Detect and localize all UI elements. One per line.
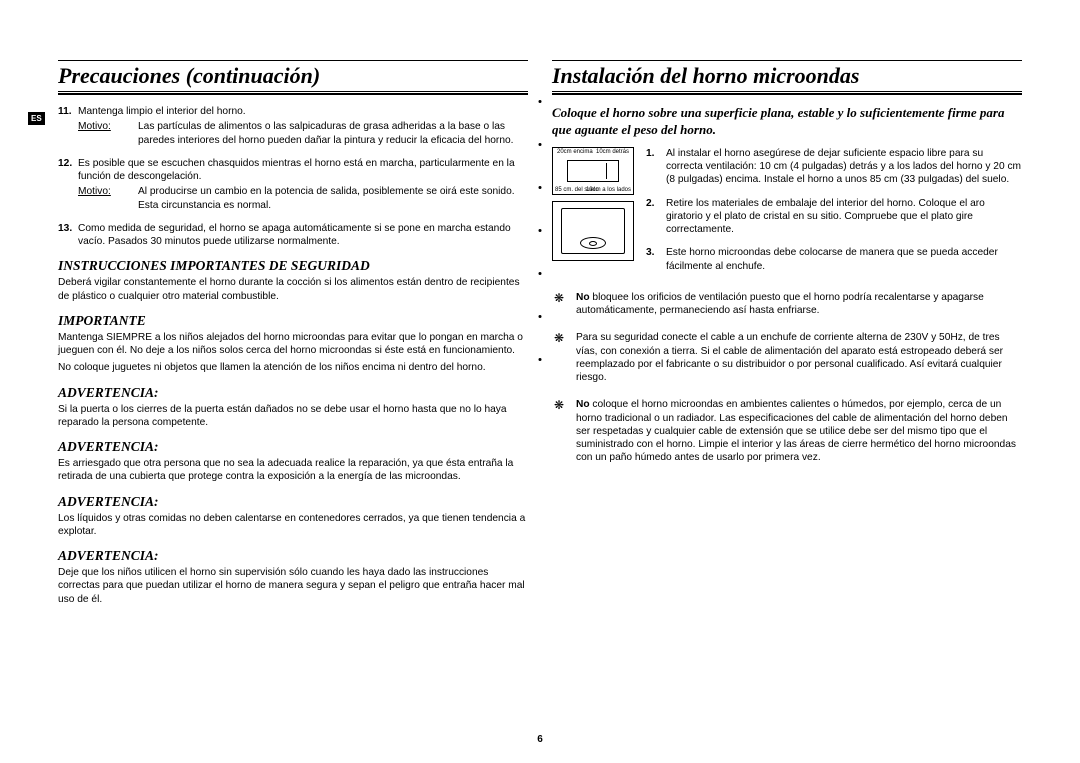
list-number: 12. (58, 157, 78, 212)
section-heading: ADVERTENCIA: (58, 439, 528, 455)
list-text: Como medida de seguridad, el horno se ap… (78, 223, 511, 247)
motivo-label: Motivo: (78, 185, 138, 212)
language-tag: ES (28, 112, 45, 125)
list-text: Este horno microondas debe colocarse de … (666, 246, 1022, 273)
asterisk-icon: ❋ (552, 291, 566, 318)
right-column: Instalación del horno microondas Coloque… (552, 60, 1022, 610)
list-body: Es posible que se escuchen chasquidos mi… (78, 157, 528, 212)
section-paragraph: No coloque juguetes ni objetos que llame… (58, 361, 528, 374)
oven-icon (567, 160, 619, 182)
section-heading: IMPORTANTE (58, 313, 528, 329)
note-item: ❋ No coloque el horno microondas en ambi… (552, 398, 1022, 464)
motivo-text: Las partículas de alimentos o las salpic… (138, 120, 528, 147)
list-body: Mantenga limpio el interior del horno. M… (78, 105, 528, 147)
text-span: Para su seguridad conecte el cable a un … (576, 332, 1003, 383)
list-item: 2. Retire los materiales de embalaje del… (646, 197, 1022, 237)
list-number: 3. (646, 246, 666, 273)
rule (58, 93, 528, 95)
left-title: Precauciones (continuación) (58, 63, 528, 89)
rule (552, 91, 1022, 92)
bold-lead: No (576, 292, 590, 303)
section-paragraph: Deberá vigilar constantemente el horno d… (58, 276, 528, 303)
numbered-steps: 1. Al instalar el horno asegúrese de dej… (646, 147, 1022, 283)
asterisk-icon: ❋ (552, 398, 566, 464)
list-item: 3. Este horno microondas debe colocarse … (646, 246, 1022, 273)
list-item: 1. Al instalar el horno asegúrese de dej… (646, 147, 1022, 187)
list-number: 2. (646, 197, 666, 237)
bold-lead: No (576, 399, 590, 410)
asterisk-icon: ❋ (552, 331, 566, 384)
list-number: 11. (58, 105, 78, 147)
list-number: 1. (646, 147, 666, 187)
right-title: Instalación del horno microondas (552, 63, 1022, 89)
binding-dots (539, 100, 542, 361)
section-paragraph: Deje que los niños utilicen el horno sin… (58, 566, 528, 606)
text-span: bloquee los orificios de ventilación pue… (576, 292, 984, 316)
section-heading: INSTRUCCIONES IMPORTANTES DE SEGURIDAD (58, 258, 528, 274)
list-item: 12. Es posible que se escuchen chasquido… (58, 157, 528, 212)
note-item: ❋ No bloquee los orificios de ventilació… (552, 291, 1022, 318)
list-text: Es posible que se escuchen chasquidos mi… (78, 158, 515, 182)
rule (552, 93, 1022, 95)
list-text: Retire los materiales de embalaje del in… (666, 197, 1022, 237)
section-paragraph: Los líquidos y otras comidas no deben ca… (58, 512, 528, 539)
rule (552, 60, 1022, 61)
section-paragraph: Es arriesgado que otra persona que no se… (58, 457, 528, 484)
motivo-text: Al producirse un cambio en la potencia d… (138, 185, 528, 212)
intro-text: Coloque el horno sobre una superficie pl… (552, 105, 1022, 139)
list-item: 13. Como medida de seguridad, el horno s… (58, 222, 528, 249)
list-text: Al instalar el horno asegúrese de dejar … (666, 147, 1022, 187)
text-span: Mantenga SIEMPRE a los niños alejados de… (58, 332, 523, 356)
section-heading: ADVERTENCIA: (58, 385, 528, 401)
label-encima: 20cm encima (557, 149, 593, 155)
clearance-diagram: 20cm encima 10cm detrás 85 cm. del suelo… (552, 147, 634, 195)
motivo-row: Motivo: Al producirse un cambio en la po… (78, 185, 528, 212)
installation-diagram: 20cm encima 10cm detrás 85 cm. del suelo… (552, 147, 634, 283)
list-body: Como medida de seguridad, el horno se ap… (78, 222, 528, 249)
text-span: coloque el horno microondas en ambientes… (576, 399, 1016, 463)
note-item: ❋ Para su seguridad conecte el cable a u… (552, 331, 1022, 384)
motivo-label: Motivo: (78, 120, 138, 147)
section-paragraph: Mantenga SIEMPRE a los niños alejados de… (58, 331, 528, 358)
page-number: 6 (537, 734, 543, 745)
rule (58, 91, 528, 92)
list-item: 11. Mantenga limpio el interior del horn… (58, 105, 528, 147)
label-detras: 10cm detrás (596, 149, 629, 155)
label-lados: 10cm a los lados (586, 187, 631, 193)
interior-diagram (552, 201, 634, 261)
section-heading: ADVERTENCIA: (58, 494, 528, 510)
diagram-and-list: 20cm encima 10cm detrás 85 cm. del suelo… (552, 147, 1022, 283)
note-text: No bloquee los orificios de ventilación … (576, 291, 1022, 318)
note-text: Para su seguridad conecte el cable a un … (576, 331, 1022, 384)
left-column: ES Precauciones (continuación) 11. Mante… (58, 60, 528, 610)
section-heading: ADVERTENCIA: (58, 548, 528, 564)
list-number: 13. (58, 222, 78, 249)
note-text: No coloque el horno microondas en ambien… (576, 398, 1022, 464)
section-paragraph: Si la puerta o los cierres de la puerta … (58, 403, 528, 430)
motivo-row: Motivo: Las partículas de alimentos o la… (78, 120, 528, 147)
list-text: Mantenga limpio el interior del horno. (78, 106, 246, 117)
rule (58, 60, 528, 61)
